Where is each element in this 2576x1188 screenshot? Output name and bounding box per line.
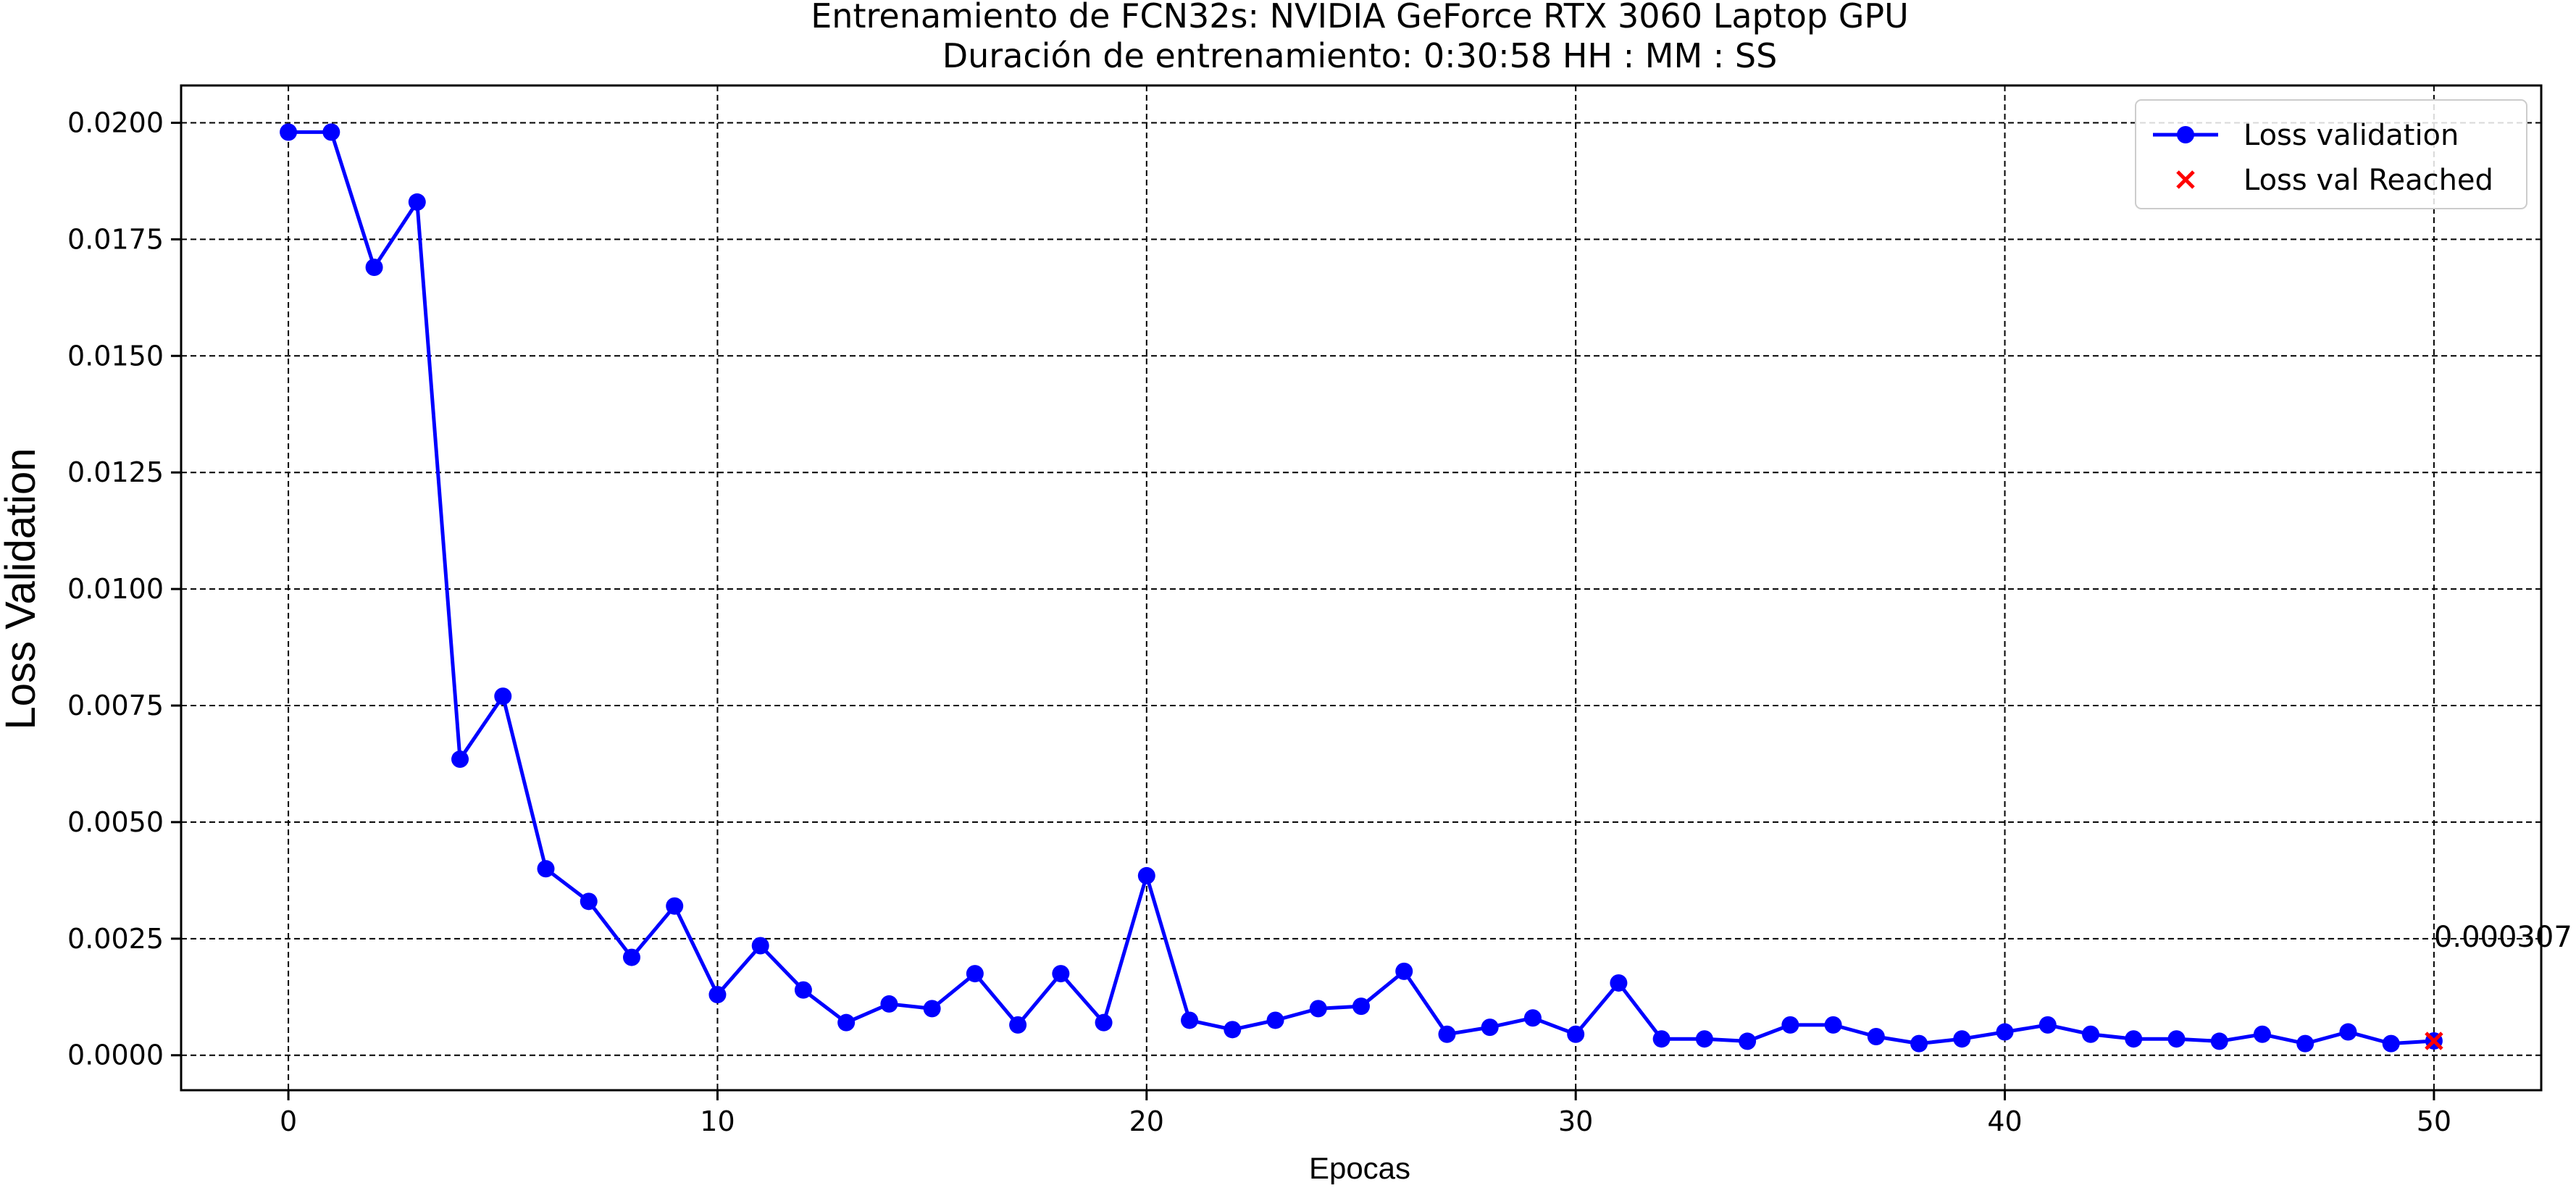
loss-validation-point bbox=[1052, 965, 1070, 983]
y-tick-label: 0.0000 bbox=[67, 1040, 164, 1071]
y-tick-label: 0.0200 bbox=[67, 106, 164, 138]
plot-frame bbox=[180, 84, 2543, 1092]
loss-validation-point bbox=[2038, 1016, 2057, 1034]
loss-validation-point bbox=[966, 965, 984, 983]
loss-validation-point bbox=[923, 1000, 941, 1018]
loss-validation-point bbox=[708, 986, 727, 1004]
loss-validation-point bbox=[494, 687, 512, 706]
reached-value-annotation: 0.000307 bbox=[2434, 921, 2572, 954]
chart-subtitle: Duración de entrenamiento: 0:30:58 HH : … bbox=[942, 36, 1778, 75]
loss-validation-point bbox=[1181, 1011, 1199, 1029]
loss-validation-point bbox=[1652, 1030, 1670, 1048]
y-tick-label: 0.0050 bbox=[67, 806, 164, 838]
loss-validation-point bbox=[2082, 1025, 2100, 1043]
loss-validation-point bbox=[451, 750, 469, 769]
loss-validation-point bbox=[794, 981, 812, 999]
chart-title: Entrenamiento de FCN32s: NVIDIA GeForce … bbox=[811, 0, 1909, 35]
legend-point-handle bbox=[2177, 126, 2194, 143]
grid bbox=[181, 85, 2541, 1090]
x-tick-label: 40 bbox=[1987, 1105, 2022, 1137]
x-tick-label: 20 bbox=[1129, 1105, 1164, 1137]
loss-validation-point bbox=[537, 860, 555, 878]
loss-validation-point bbox=[1824, 1016, 1842, 1034]
loss-validation-point bbox=[1996, 1023, 2014, 1041]
loss-validation-point bbox=[1309, 1000, 1327, 1018]
y-tick-label: 0.0125 bbox=[67, 456, 164, 488]
loss-validation-point bbox=[2210, 1032, 2228, 1050]
loss-validation-point bbox=[1266, 1011, 1284, 1029]
loss-validation-point bbox=[837, 1013, 856, 1032]
loss-validation-point bbox=[1352, 997, 1370, 1016]
x-mark-stroke bbox=[2425, 1032, 2443, 1050]
loss-validation-point bbox=[1953, 1030, 1971, 1048]
loss-validation-point bbox=[1224, 1021, 1242, 1039]
annotations: 0.000307 bbox=[2434, 921, 2572, 954]
legend-label: Loss val Reached bbox=[2243, 164, 2493, 197]
loss-validation-point bbox=[1523, 1009, 1542, 1027]
loss-validation-point bbox=[2125, 1030, 2143, 1048]
loss-validation-point bbox=[1910, 1034, 1928, 1053]
x-axis-label: Epocas bbox=[1309, 1151, 1410, 1184]
y-tick-label: 0.0075 bbox=[67, 690, 164, 721]
loss-validation-point bbox=[280, 123, 298, 141]
loss-validation-point bbox=[751, 937, 769, 955]
legend: Loss validation Loss val Reached bbox=[2135, 99, 2527, 209]
loss-validation-point bbox=[1610, 974, 1628, 992]
loss-validation-point bbox=[365, 259, 383, 277]
loss-validation-point bbox=[622, 948, 640, 966]
loss-validation-point bbox=[1481, 1018, 1499, 1037]
y-tick-label: 0.0025 bbox=[67, 923, 164, 955]
y-tick-label: 0.0175 bbox=[67, 223, 164, 255]
loss-validation-point bbox=[880, 995, 898, 1013]
legend-x-handle bbox=[2176, 170, 2195, 189]
x-tick-label: 0 bbox=[280, 1105, 297, 1137]
loss-validation-point bbox=[2167, 1030, 2186, 1048]
loss-validation-point bbox=[1095, 1013, 1113, 1032]
x-tick-label: 30 bbox=[1558, 1105, 1593, 1137]
loss-validation-point bbox=[1438, 1025, 1456, 1043]
y-tick-label: 0.0150 bbox=[67, 340, 164, 372]
loss-validation-point bbox=[1395, 962, 1413, 980]
loss-validation-point bbox=[2296, 1034, 2314, 1053]
axes bbox=[180, 84, 2543, 1092]
loss-validation-point bbox=[1567, 1025, 1585, 1043]
y-tick-label: 0.0100 bbox=[67, 573, 164, 605]
loss-validation-point bbox=[580, 892, 598, 911]
loss-validation-point bbox=[408, 193, 426, 211]
loss-validation-point bbox=[1009, 1016, 1027, 1034]
loss-validation-point bbox=[2382, 1034, 2400, 1053]
x-tick-label: 50 bbox=[2417, 1105, 2451, 1137]
loss-validation-point bbox=[666, 897, 684, 915]
loss-validation-point bbox=[2253, 1025, 2271, 1043]
series bbox=[280, 123, 2443, 1053]
legend-label: Loss validation bbox=[2243, 119, 2459, 152]
y-axis-label: Loss Validation bbox=[0, 448, 44, 729]
legend-box bbox=[2135, 99, 2527, 209]
loss-val-reached-marker bbox=[2425, 1032, 2443, 1050]
loss-validation-point bbox=[322, 123, 340, 141]
x-tick-label: 10 bbox=[700, 1105, 735, 1137]
ticks: 0 10 20 30 40 50 0.0000 0.0025 0.0050 0.0075 0.010… bbox=[67, 106, 2451, 1137]
loss-validation-point bbox=[1137, 866, 1155, 884]
loss-validation-point bbox=[2339, 1023, 2357, 1041]
loss-validation-point bbox=[1867, 1027, 1885, 1045]
loss-validation-point bbox=[1781, 1016, 1799, 1034]
loss-validation-point bbox=[1739, 1032, 1757, 1050]
loss-validation-point bbox=[1695, 1030, 1713, 1048]
